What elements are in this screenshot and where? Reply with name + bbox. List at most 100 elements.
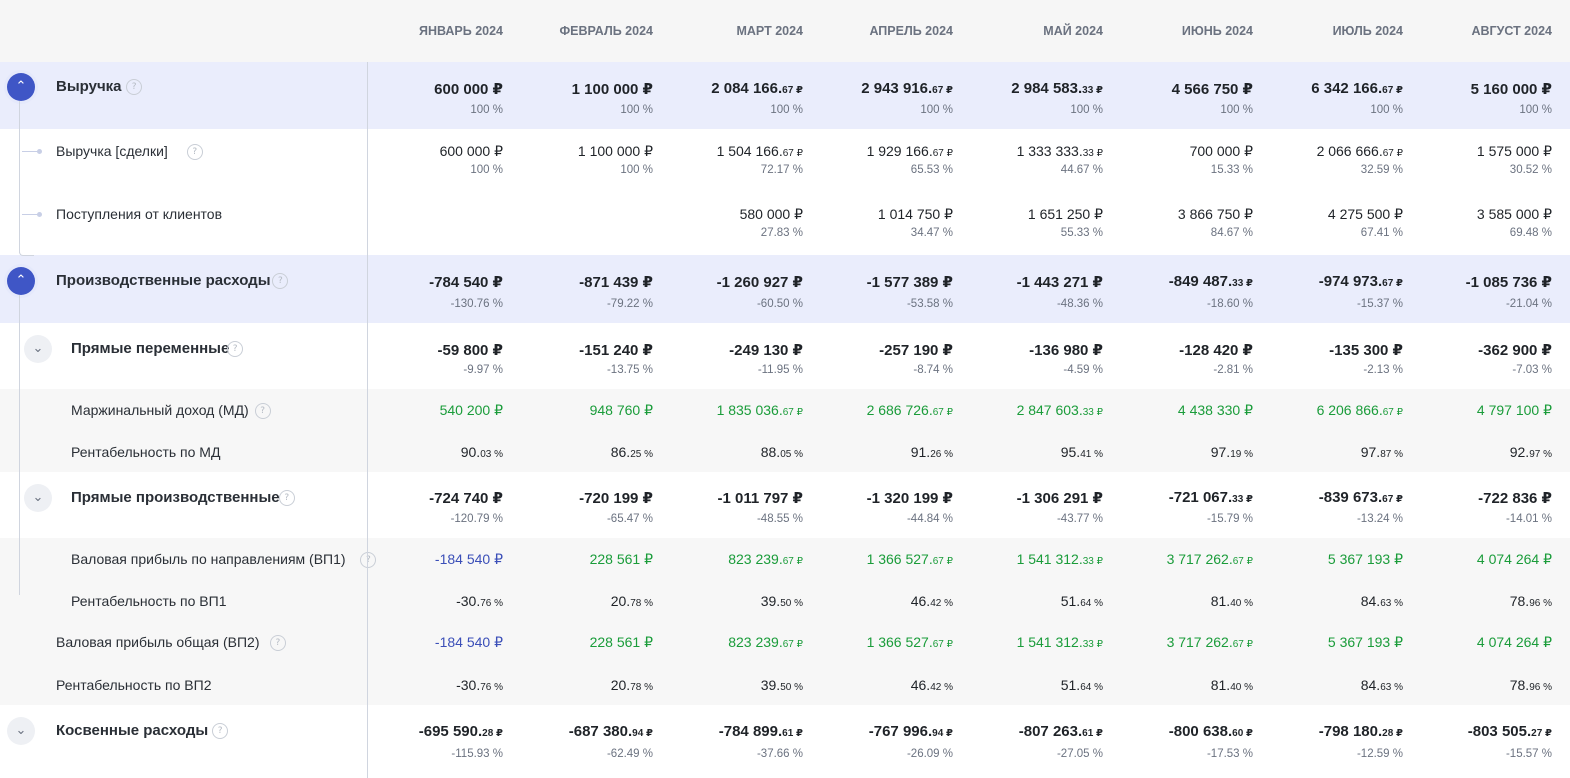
amount-main: 1 366 527. — [866, 634, 933, 650]
help-icon[interactable]: ? — [360, 552, 377, 568]
amount-main: 1 929 166. — [866, 143, 933, 159]
amount: -798 180.28 ₽ — [1319, 723, 1403, 740]
amount-main: 90. — [460, 444, 481, 460]
amount-main: 1 835 036. — [716, 402, 783, 418]
amount-main: 3 585 000 ₽ — [1476, 206, 1552, 222]
help-icon[interactable]: ? — [126, 79, 143, 95]
amount-main: -803 505. — [1467, 723, 1532, 740]
amount-main: 81. — [1210, 593, 1231, 609]
amount: 5 367 193 ₽ — [1328, 634, 1403, 651]
amount-main: -849 487. — [1168, 273, 1233, 290]
value-cell: -151 240 ₽ -13.75 % — [503, 323, 653, 389]
amount-main: 2 943 916. — [861, 80, 933, 97]
row-label[interactable]: Маржинальный доход (МД) — [71, 402, 249, 418]
amount-main: 4 797 100 ₽ — [1476, 402, 1552, 418]
amount: -30.76 % — [456, 677, 503, 693]
amount-main: 228 561 ₽ — [589, 634, 653, 650]
amount-decimals: 33 ₽ — [1232, 494, 1253, 505]
row-label[interactable]: Выручка — [56, 78, 122, 95]
row-label[interactable]: Валовая прибыль общая (ВП2) — [56, 634, 260, 650]
amount-main: 97. — [1210, 444, 1231, 460]
percent: -115.93 % — [451, 748, 503, 760]
row-label[interactable]: Выручка [сделки] — [56, 143, 168, 159]
row-revenue: Выручка? ⌃ 600 000 ₽100 % 1 100 000 ₽100 % 2… — [0, 62, 1570, 129]
row-gp2-profitability: Рентабельность по ВП2 -30.76 % 20.78 % 39.5… — [0, 663, 1570, 705]
row-label[interactable]: Прямые переменные — [71, 340, 230, 357]
amount-main: 1 014 750 ₽ — [877, 206, 953, 222]
help-icon[interactable]: ? — [212, 723, 229, 739]
value-cell: 95.41 % — [953, 431, 1103, 472]
amount-decimals: 40 % — [1230, 682, 1253, 693]
amount: 1 100 000 ₽ — [578, 143, 653, 160]
amount: -1 577 389 ₽ — [867, 273, 953, 291]
amount-decimals: 67 ₽ — [1232, 556, 1253, 567]
expand-toggle[interactable]: ⌄ — [24, 484, 52, 512]
help-icon[interactable]: ? — [272, 273, 289, 289]
amount: -687 380.94 ₽ — [569, 723, 653, 740]
amount-decimals: 67 ₽ — [782, 148, 803, 159]
value-cell: -798 180.28 ₽ -12.59 % — [1253, 705, 1403, 778]
help-icon[interactable]: ? — [254, 403, 271, 419]
amount: 4 074 264 ₽ — [1477, 634, 1552, 651]
value-cell: 1 651 250 ₽ 55.33 % — [953, 191, 1103, 255]
amount-decimals: 61 ₽ — [782, 728, 803, 739]
amount: -800 638.60 ₽ — [1169, 723, 1253, 740]
chevron-down-icon: ⌄ — [32, 490, 44, 505]
row-label[interactable]: Рентабельность по ВП1 — [71, 593, 227, 609]
amount-decimals: 76 % — [480, 598, 503, 609]
row-label[interactable]: Рентабельность по ВП2 — [56, 677, 212, 693]
row-label[interactable]: Поступления от клиентов — [56, 206, 223, 222]
collapse-toggle[interactable]: ⌃ — [7, 267, 35, 295]
value-cell: 540 200 ₽ — [353, 389, 503, 431]
amount-decimals: 61 ₽ — [1082, 728, 1103, 739]
amount-main: 823 239. — [728, 551, 783, 567]
value-cell: 4 074 264 ₽ — [1402, 538, 1552, 580]
amount-decimals: 67 ₽ — [1382, 148, 1403, 159]
value-cell: -722 836 ₽ -14.01 % — [1402, 472, 1552, 538]
percent: 100 % — [920, 104, 953, 116]
amount-decimals: 25 % — [630, 449, 653, 460]
amount: 1 504 166.67 ₽ — [717, 143, 803, 159]
help-icon[interactable]: ? — [186, 144, 203, 160]
amount-main: 88. — [760, 444, 781, 460]
amount: 1 575 000 ₽ — [1477, 143, 1552, 160]
help-icon[interactable]: ? — [278, 490, 295, 506]
row-label[interactable]: Рентабельность по МД — [71, 444, 221, 460]
percent: -17.53 % — [1206, 748, 1253, 760]
row-label[interactable]: Валовая прибыль по направлениям (ВП1) — [71, 551, 346, 567]
tree-line-revenue — [19, 101, 20, 253]
amount-main: 1 651 250 ₽ — [1027, 206, 1103, 222]
help-icon[interactable]: ? — [227, 341, 244, 357]
amount-main: -136 980 ₽ — [1029, 342, 1103, 359]
row-label[interactable]: Косвенные расходы — [56, 722, 209, 739]
amount-decimals: 33 ₽ — [1082, 85, 1103, 96]
amount: -184 540 ₽ — [435, 551, 503, 568]
value-cell: 81.40 % — [1103, 663, 1253, 705]
expand-toggle[interactable]: ⌄ — [24, 335, 52, 363]
percent: -9.97 % — [463, 364, 503, 376]
amount-decimals: 05 % — [780, 449, 803, 460]
amount-decimals: 78 % — [630, 598, 653, 609]
help-icon[interactable]: ? — [269, 635, 286, 651]
collapse-toggle[interactable]: ⌃ — [7, 73, 35, 101]
amount: 81.40 % — [1211, 677, 1253, 693]
row-label[interactable]: Прямые производственные — [71, 489, 280, 506]
row-revenue-deals: Выручка [сделки]? 600 000 ₽100 % 1 100 000… — [0, 129, 1570, 192]
value-cell: 1 541 312.33 ₽ — [953, 538, 1103, 580]
amount-main: -30. — [456, 677, 481, 693]
row-gp2: Валовая прибыль общая (ВП2)? -184 540 ₽ 22… — [0, 621, 1570, 663]
row-label[interactable]: Производственные расходы — [56, 272, 271, 289]
value-cell: -695 590.28 ₽ -115.93 % — [353, 705, 503, 778]
amount: -1 306 291 ₽ — [1017, 489, 1103, 507]
chevron-down-icon: ⌄ — [15, 723, 27, 738]
amount-main: 4 438 330 ₽ — [1177, 402, 1253, 418]
amount: 6 342 166.67 ₽ — [1311, 80, 1403, 97]
amount-main: 3 717 262. — [1166, 634, 1233, 650]
amount: -1 260 927 ₽ — [717, 273, 803, 291]
percent: 84.67 % — [1210, 227, 1253, 239]
expand-toggle[interactable]: ⌄ — [7, 717, 35, 745]
value-cell: -721 067.33 ₽ -15.79 % — [1103, 472, 1253, 538]
amount-main: 1 100 000 ₽ — [571, 81, 653, 98]
percent: -48.55 % — [756, 513, 803, 525]
month-header: ЯНВАРЬ 2024 — [418, 24, 503, 38]
